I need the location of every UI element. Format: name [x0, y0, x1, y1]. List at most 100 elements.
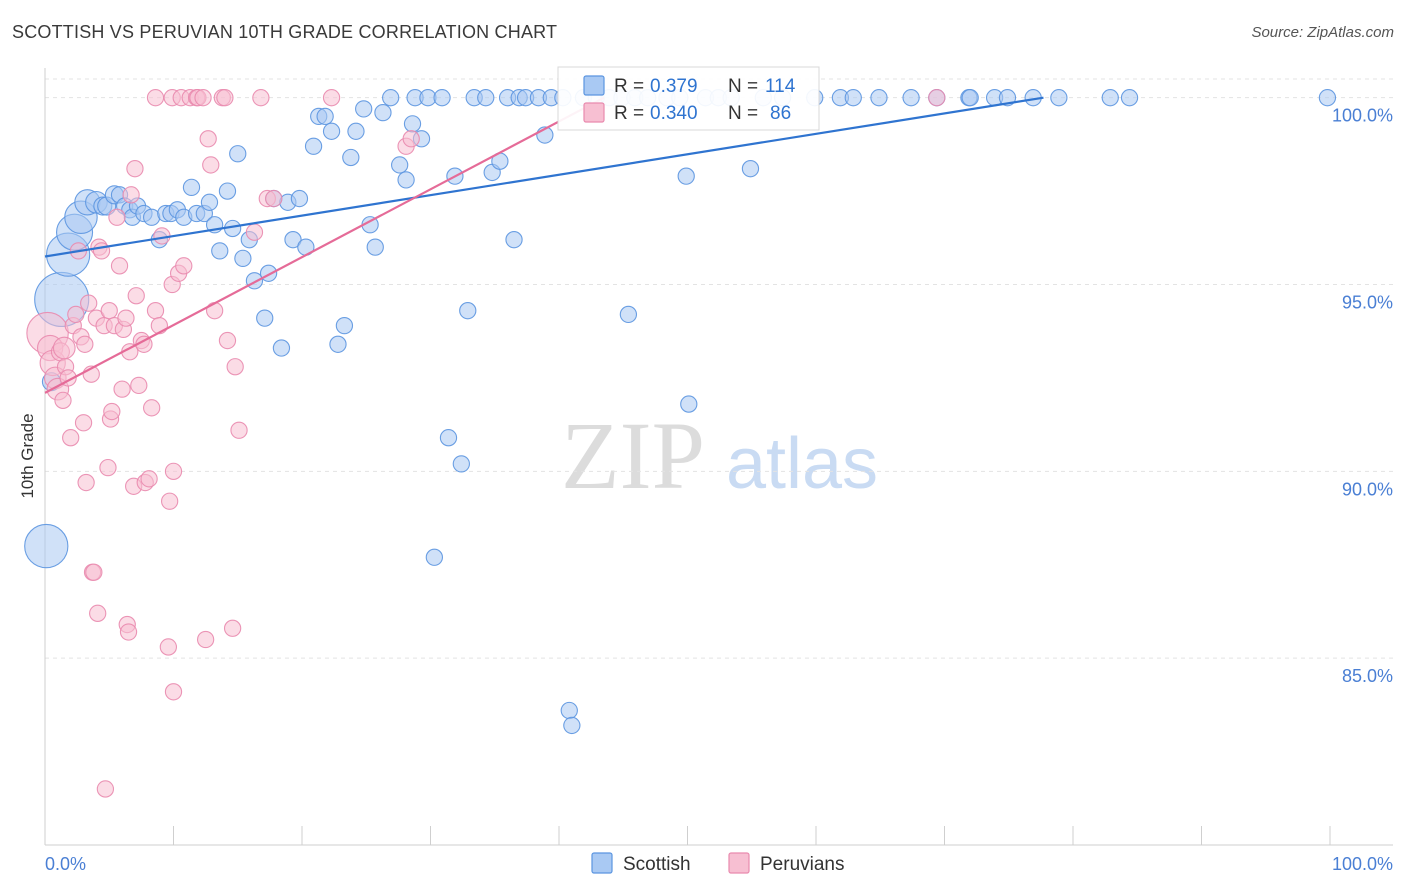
stats-legend: R = 0.379 N = 114 R = 0.340 N = 86 — [557, 66, 820, 131]
peruvian-point — [146, 89, 165, 107]
scottish-point — [619, 305, 638, 324]
scottish-point — [234, 249, 252, 268]
scottish-point — [403, 115, 422, 133]
scottish-point — [322, 122, 341, 140]
scottish-point — [961, 89, 979, 107]
peruvian-point — [103, 402, 121, 421]
scottish-point — [425, 548, 444, 566]
watermark: ZIP atlas — [561, 402, 878, 509]
peruvian-point — [113, 380, 131, 398]
scottish-point — [143, 208, 161, 226]
scottish-point — [316, 107, 334, 126]
scottish-point — [397, 171, 415, 189]
scottish-point — [505, 231, 523, 249]
peruvian-point — [143, 399, 161, 417]
peruvian-point — [159, 638, 178, 656]
peruvian-point — [199, 130, 217, 148]
scottish-point — [439, 429, 458, 447]
x-tick-label-min: 0.0% — [45, 854, 86, 874]
series-legend: Scottish Peruvians — [591, 852, 845, 875]
peruvians-swatch — [583, 102, 605, 123]
scottish-point — [24, 523, 69, 569]
legend-item-scottish[interactable]: Scottish — [591, 852, 691, 875]
peruvian-point — [117, 309, 135, 327]
scottish-point — [284, 231, 302, 249]
scottish-point — [902, 89, 920, 107]
peruvian-point — [100, 302, 118, 320]
scottish-point — [272, 339, 291, 357]
peruvians-r-label: R = — [614, 103, 644, 124]
scottish-point — [459, 302, 477, 320]
scottish-point — [677, 167, 695, 185]
scottish-point — [182, 178, 201, 197]
scottish-point — [1101, 89, 1119, 107]
peruvian-point — [402, 130, 420, 148]
peruvian-point — [62, 429, 80, 447]
scottish-point — [218, 182, 237, 200]
peruvian-point — [164, 462, 183, 480]
scottish-point — [560, 701, 578, 720]
scottish-point — [382, 89, 400, 107]
scottish-point — [342, 148, 360, 167]
peruvian-point — [216, 89, 234, 107]
peruvian-trend-line — [44, 96, 605, 394]
legend-swatch-scottish — [591, 852, 613, 874]
peruvian-point — [52, 336, 76, 360]
scottish-r-value: 0.379 — [650, 76, 698, 97]
gridlines: 85.0% 90.0% 95.0% 100.0% — [45, 78, 1393, 686]
peruvian-point — [85, 563, 103, 581]
peruvian-point — [54, 391, 72, 409]
peruvian-point — [96, 780, 115, 798]
peruvian-point — [77, 473, 95, 492]
scottish-point — [1120, 89, 1139, 107]
y-axis-title: 10th Grade — [18, 413, 37, 498]
scottish-point — [347, 122, 365, 140]
legend-label-peruvians: Peruvians — [760, 854, 845, 875]
scottish-r-label: R = — [614, 76, 644, 97]
y-tick-label: 100.0% — [1332, 106, 1393, 126]
scottish-point — [355, 100, 373, 118]
peruvian-point — [202, 156, 220, 174]
peruvian-point — [110, 257, 129, 275]
scottish-point — [200, 193, 219, 211]
peruvian-point — [230, 421, 248, 439]
peruvian-point — [80, 294, 98, 312]
peruvian-point — [218, 331, 237, 350]
legend-item-peruvians[interactable]: Peruvians — [728, 852, 845, 875]
y-tick-label: 95.0% — [1342, 293, 1393, 313]
scottish-point — [433, 89, 451, 107]
scottish-point — [1050, 89, 1068, 107]
axes — [44, 68, 1393, 846]
scottish-point — [304, 137, 323, 155]
scottish-n-value: 114 — [765, 76, 796, 97]
peruvian-point — [126, 160, 144, 178]
peruvian-point — [119, 623, 138, 641]
peruvian-point — [322, 89, 341, 107]
scottish-n-label: N = — [728, 76, 758, 97]
scottish-point — [366, 238, 384, 256]
peruvian-point — [175, 257, 193, 275]
scottish-point — [741, 160, 760, 178]
scottish-swatch — [583, 75, 605, 96]
peruvian-point — [160, 492, 179, 510]
peruvian-point — [140, 470, 158, 488]
scottish-point — [1318, 89, 1337, 107]
scottish-point — [290, 189, 309, 208]
peruvian-point — [92, 242, 111, 260]
peruvian-point — [74, 414, 93, 432]
watermark-atlas: atlas — [726, 424, 878, 504]
peruvian-point — [226, 358, 244, 376]
trend-lines — [44, 96, 1044, 394]
peruvian-point — [146, 302, 165, 320]
scottish-point — [211, 242, 229, 260]
scottish-point — [391, 156, 409, 174]
peruvian-point — [99, 458, 117, 477]
peruvian-point — [196, 630, 215, 649]
peruvian-point — [245, 223, 264, 241]
y-tick-label: 90.0% — [1342, 479, 1393, 499]
y-tick-label: 85.0% — [1342, 666, 1393, 686]
peruvian-point — [108, 208, 126, 226]
scottish-trend-line — [44, 96, 1044, 258]
peruvian-point — [265, 189, 283, 208]
